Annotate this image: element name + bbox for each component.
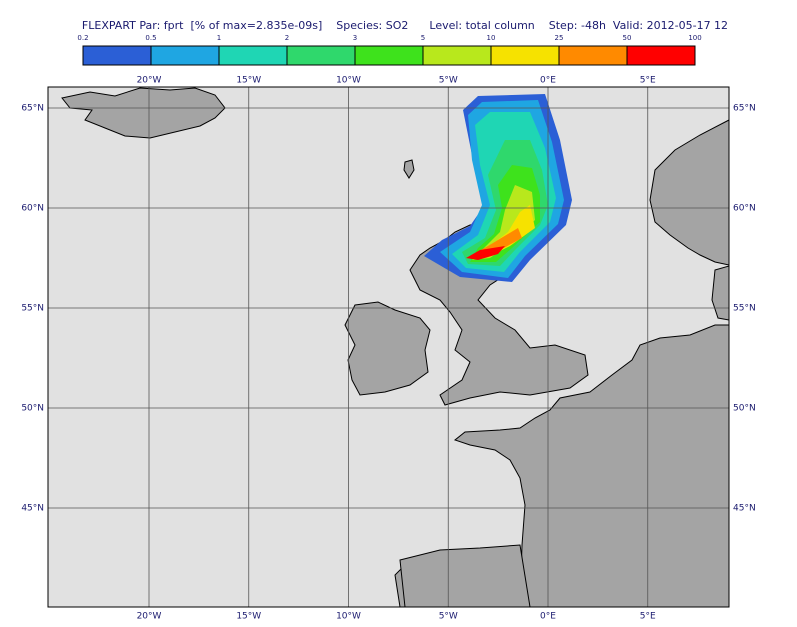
colorbar-swatch: [218, 45, 288, 66]
lat-label-left: 55°N: [21, 304, 44, 314]
colorbar-swatch: [354, 45, 424, 66]
colorbar-label: 0.5: [145, 34, 156, 42]
iberia: [399, 544, 531, 607]
scandinavia: [649, 119, 729, 266]
plume-5: [472, 185, 535, 260]
lat-label-left: 45°N: [21, 504, 44, 514]
lat-label-left: 65°N: [21, 104, 44, 114]
colorbar-swatch: [286, 45, 356, 66]
lon-label-top: 20°W: [137, 76, 162, 86]
lon-label-top: 15°W: [236, 76, 261, 86]
plume-10: [476, 205, 535, 258]
colorbar-label: 25: [555, 34, 564, 42]
colorbar-swatch: [422, 45, 492, 66]
map: [61, 87, 729, 607]
lon-label-bottom: 20°W: [137, 612, 162, 622]
denmark: [711, 265, 729, 321]
lat-label-right: 55°N: [733, 304, 756, 314]
colorbar-label: 1: [217, 34, 221, 42]
lon-label-bottom: 5°W: [439, 612, 458, 622]
lon-label-bottom: 15°W: [236, 612, 261, 622]
colorbar-label: 100: [688, 34, 701, 42]
lat-label-right: 50°N: [733, 404, 756, 414]
lon-label-top: 10°W: [336, 76, 361, 86]
lat-label-right: 65°N: [733, 104, 756, 114]
colorbar-swatch: [82, 45, 152, 66]
colorbar-label: 0.2: [77, 34, 88, 42]
lon-label-bottom: 5°E: [640, 612, 656, 622]
lon-label-top: 5°E: [640, 76, 656, 86]
colorbar-label: 2: [285, 34, 289, 42]
lon-label-top: 5°W: [439, 76, 458, 86]
continent: [394, 324, 729, 607]
lat-label-left: 50°N: [21, 404, 44, 414]
map-title: FLEXPART Par: fprt [% of max=2.835e-09s]…: [82, 19, 728, 32]
map-frame: [47, 86, 730, 608]
graticule: 20°W 20°W 15°W 15°W 10°W 10°W 5°W 5°W 0°E 0°E 5°E 5…: [21, 76, 755, 622]
faroe: [403, 159, 415, 179]
colorbar-swatch: [490, 45, 560, 66]
lon-label-top: 0°E: [540, 76, 556, 86]
colorbar-label: 3: [353, 34, 357, 42]
colorbar-label: 50: [623, 34, 632, 42]
lon-label-bottom: 10°W: [336, 612, 361, 622]
colorbar: 0.2 0.5 1 2 3 5 10 25 50 100: [77, 34, 702, 66]
iceland: [61, 87, 226, 139]
lat-label-right: 45°N: [733, 504, 756, 514]
colorbar-swatch: [626, 45, 696, 66]
colorbar-label: 5: [421, 34, 425, 42]
lat-label-left: 60°N: [21, 204, 44, 214]
colorbar-label: 10: [487, 34, 496, 42]
ireland: [344, 301, 431, 396]
plume-50: [466, 246, 505, 260]
lon-label-bottom: 0°E: [540, 612, 556, 622]
colorbar-swatch: [150, 45, 220, 66]
colorbar-swatch: [558, 45, 628, 66]
lat-label-right: 60°N: [733, 204, 756, 214]
